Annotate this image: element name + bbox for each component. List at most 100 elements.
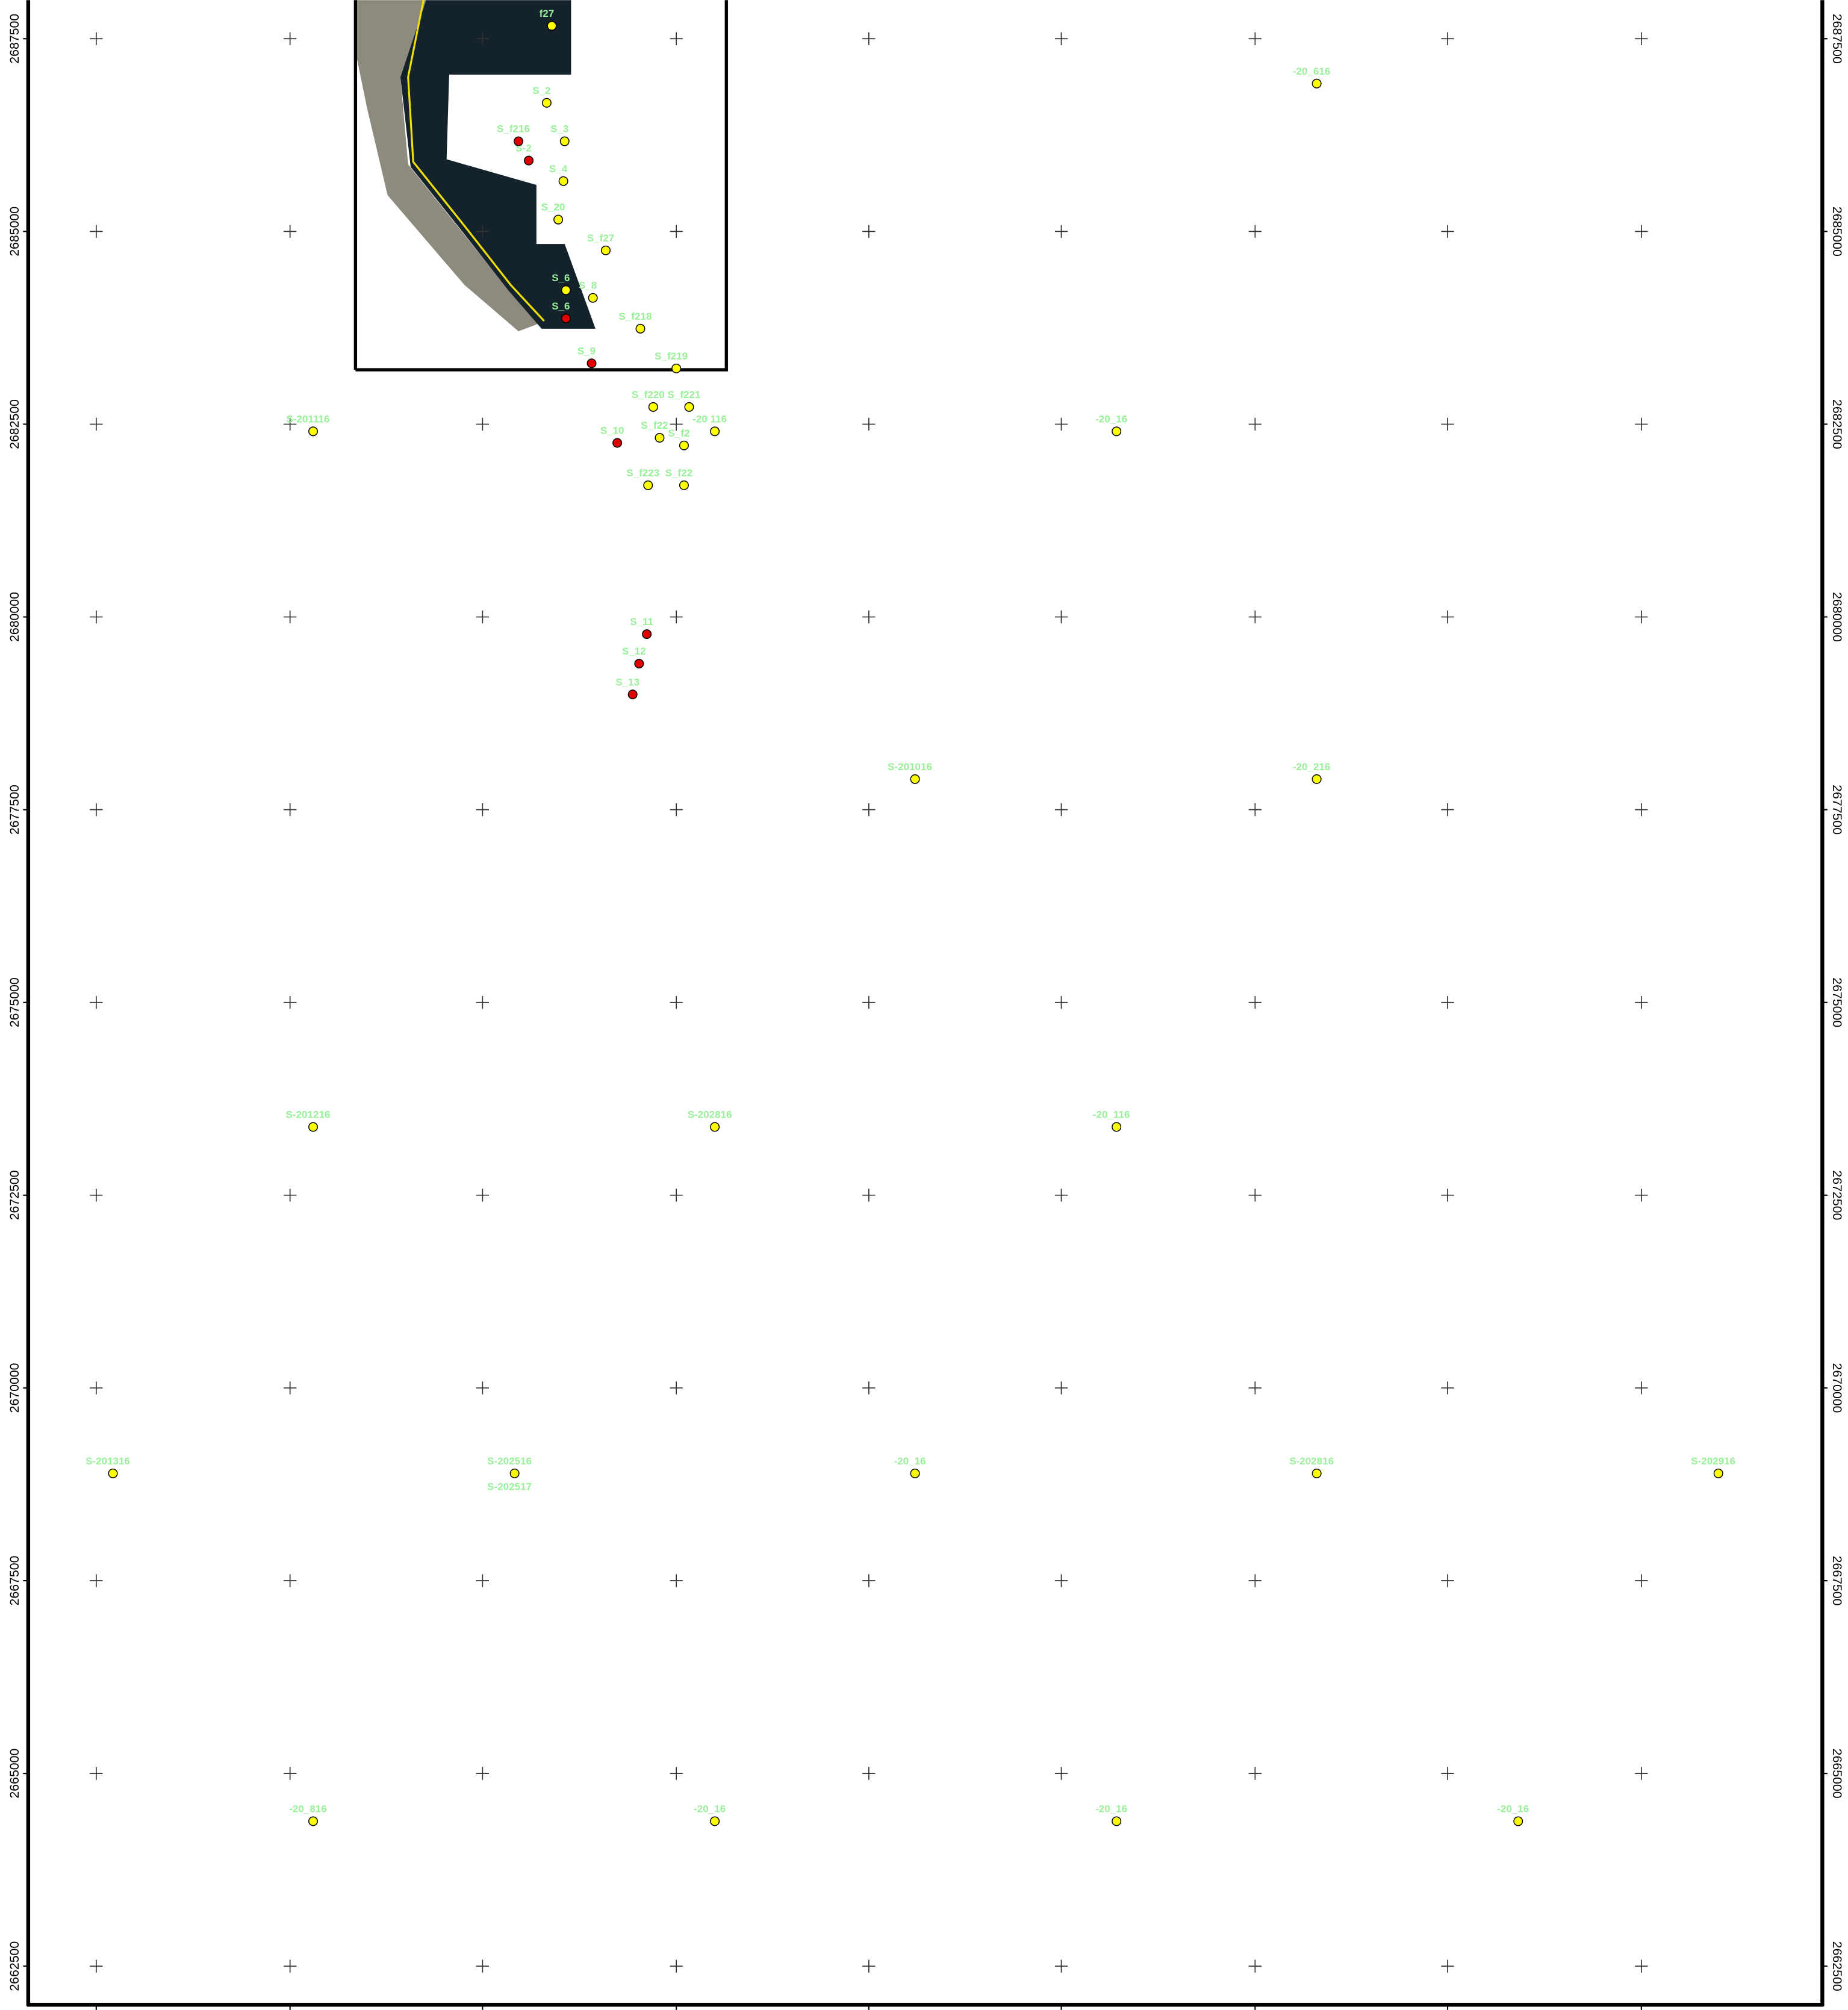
y-tick-label: 2670000 xyxy=(7,1363,22,1413)
sample-point xyxy=(1311,774,1322,784)
point-label: -20_16 xyxy=(1095,413,1127,425)
point-label: S_f218 xyxy=(619,311,652,322)
sample-point xyxy=(684,402,694,412)
sample-point xyxy=(600,245,611,255)
point-label: S-201216 xyxy=(286,1109,331,1121)
point-label: S_f220 xyxy=(632,389,665,400)
shoreline xyxy=(407,0,545,322)
point-label: S_12 xyxy=(622,646,646,657)
sample-point xyxy=(561,285,571,295)
sample-point xyxy=(308,426,319,437)
sample-point xyxy=(642,629,652,639)
sample-point xyxy=(910,774,920,784)
sample-point xyxy=(524,155,534,166)
point-label: S_f2 xyxy=(668,428,689,439)
y-tick-label: 2687500 xyxy=(7,14,22,64)
sample-point xyxy=(1112,426,1122,437)
y-tick-label: 2675000 xyxy=(7,977,22,1027)
y-tick-label: 2670000 xyxy=(1830,1363,1844,1413)
y-tick-label: 2672500 xyxy=(7,1170,22,1220)
point-label: S-202816 xyxy=(688,1109,732,1121)
sample-point xyxy=(553,214,564,225)
y-tick-label: 2665000 xyxy=(7,1749,22,1799)
y-tick-label: 2672500 xyxy=(1830,1170,1844,1220)
point-label: S_f22 xyxy=(641,420,668,431)
point-label: -20_16 xyxy=(894,1455,926,1467)
sample-point xyxy=(643,480,653,490)
point-label: -20_16 xyxy=(1497,1803,1529,1815)
point-label: S_8 xyxy=(579,280,597,291)
point-label: S-201316 xyxy=(86,1455,130,1467)
sample-point xyxy=(612,438,623,448)
sample-point xyxy=(710,1122,720,1132)
sample-point xyxy=(655,432,665,443)
point-label: f27 xyxy=(540,8,555,19)
point-label: S-201116 xyxy=(287,413,330,425)
sample-point xyxy=(1112,1122,1122,1132)
sample-point xyxy=(308,1816,319,1826)
sample-point xyxy=(710,1816,720,1826)
sample-point xyxy=(559,136,570,146)
y-tick-label: 2662500 xyxy=(1830,1941,1844,1991)
sample-point xyxy=(627,689,638,700)
y-tick-label: 2665000 xyxy=(1830,1749,1844,1799)
point-label: S-201016 xyxy=(888,761,932,773)
point-label: -20_616 xyxy=(1293,66,1331,77)
sample-point xyxy=(634,659,644,669)
sample-point xyxy=(586,358,597,369)
sample-point xyxy=(1112,1816,1122,1826)
sample-point xyxy=(509,1468,520,1478)
point-label: S_9 xyxy=(577,345,596,356)
point-label: S_f22 xyxy=(665,467,692,479)
map-frame xyxy=(26,0,1825,2007)
sample-point xyxy=(541,98,552,108)
sample-point xyxy=(671,363,682,373)
inset-image xyxy=(353,0,728,372)
point-label: S_6 xyxy=(552,300,570,312)
point-label: S_f221 xyxy=(667,389,700,400)
point-label: S_4 xyxy=(549,163,568,175)
point-label: S-202516 xyxy=(487,1455,532,1467)
y-tick-label: 2682500 xyxy=(7,399,22,449)
y-tick-label: 2682500 xyxy=(1830,399,1844,449)
y-tick-label: 2662500 xyxy=(7,1941,22,1991)
sample-point xyxy=(635,323,646,334)
y-tick-label: 2680000 xyxy=(7,592,22,642)
point-label: S_10 xyxy=(600,425,624,437)
y-tick-label: 2685000 xyxy=(7,207,22,257)
sample-point xyxy=(561,313,571,323)
inset-frame xyxy=(355,0,728,372)
point-label: S_20 xyxy=(541,202,565,213)
point-label: -20_216 xyxy=(1293,761,1331,773)
point-label: S_13 xyxy=(615,676,639,688)
sample-point xyxy=(1713,1468,1723,1478)
sample-point xyxy=(1513,1816,1523,1826)
sample-point xyxy=(108,1468,118,1478)
point-label: -20_816 xyxy=(289,1803,327,1815)
point-label: S_f27 xyxy=(587,232,614,244)
sample-point xyxy=(558,176,568,186)
sample-point xyxy=(308,1122,319,1132)
y-tick-label: 2677500 xyxy=(1830,785,1844,835)
sample-point xyxy=(588,293,598,303)
point-label: S_3 xyxy=(550,123,568,135)
point-label: S_f223 xyxy=(626,467,659,479)
sample-point xyxy=(1311,1468,1322,1478)
water xyxy=(400,0,596,329)
y-tick-label: 2667500 xyxy=(7,1555,22,1605)
sample-point xyxy=(514,136,524,146)
land xyxy=(355,0,540,332)
sample-point xyxy=(648,402,658,412)
sample-point xyxy=(1311,78,1322,89)
sample-point xyxy=(547,20,557,31)
point-label: S_6 xyxy=(552,272,570,284)
y-tick-label: 2667500 xyxy=(1830,1556,1844,1606)
sample-point xyxy=(679,440,689,450)
y-tick-label: 2680000 xyxy=(1830,592,1844,642)
y-tick-label: 2685000 xyxy=(1830,207,1844,257)
point-label: -20 116 xyxy=(692,413,727,425)
y-tick-label: 2677500 xyxy=(7,785,22,835)
point-label: S_11 xyxy=(630,616,653,627)
sample-point xyxy=(910,1468,920,1478)
